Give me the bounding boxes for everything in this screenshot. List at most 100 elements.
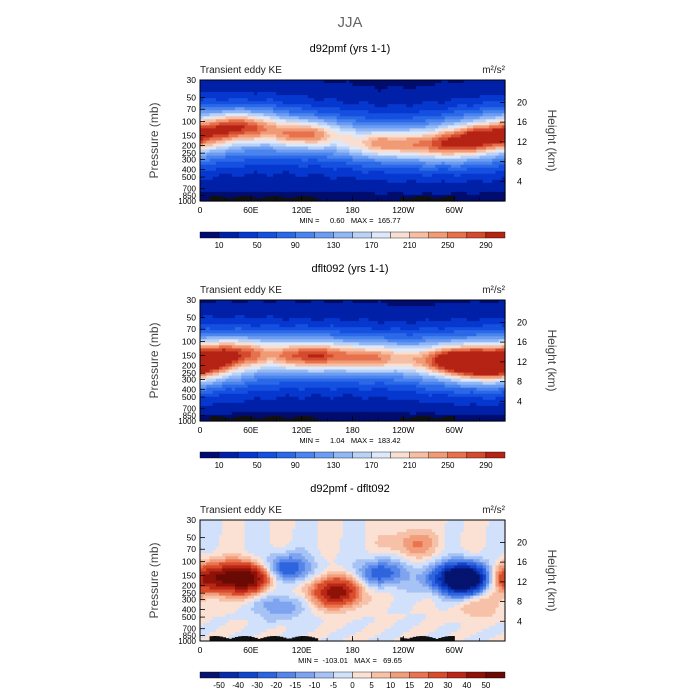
heat-cell (473, 185, 478, 190)
heat-cell (396, 315, 401, 319)
heat-cell (387, 137, 392, 142)
heat-cell (495, 137, 500, 142)
topography (412, 196, 417, 201)
heat-cell (501, 158, 506, 163)
heat-cell (323, 80, 328, 84)
heat-cell (203, 197, 207, 202)
heat-cell (250, 83, 255, 87)
heat-cell (333, 321, 338, 325)
heat-cell (371, 134, 376, 139)
heat-cell (327, 155, 331, 160)
heat-cell (273, 134, 277, 139)
heat-cell (333, 137, 338, 142)
heat-cell (355, 122, 360, 126)
heat-cell (428, 116, 433, 120)
heat-cell (292, 116, 296, 120)
heat-cell (250, 134, 255, 139)
heat-cell (346, 188, 350, 193)
heat-cell (257, 306, 261, 310)
heat-cell (288, 137, 293, 142)
heat-cell (234, 173, 239, 178)
heat-cell (279, 158, 284, 163)
heat-cell (342, 128, 347, 133)
heat-cell (438, 131, 443, 136)
heat-cell (495, 164, 500, 169)
heat-cell (355, 119, 360, 123)
heat-cell (482, 80, 487, 84)
heat-cell (295, 191, 300, 196)
heat-cell (349, 101, 354, 105)
heat-cell (428, 303, 433, 307)
heat-cell (393, 303, 398, 307)
heat-cell (498, 312, 503, 316)
heat-cell (396, 113, 401, 117)
heat-cell (260, 315, 265, 319)
heat-cell (346, 101, 350, 105)
heat-cell (285, 95, 290, 99)
heat-cell (362, 179, 366, 184)
heat-cell (409, 131, 414, 136)
heat-cell (320, 321, 325, 325)
heat-cell (412, 104, 417, 108)
heat-cell (485, 164, 490, 169)
heat-cell (273, 98, 277, 102)
heat-cell (222, 86, 227, 90)
heat-cell (390, 176, 395, 181)
heat-cell (339, 300, 344, 304)
height-tick-label: 20 (517, 97, 527, 107)
heat-cell (346, 143, 350, 148)
heat-cell (231, 98, 236, 102)
heat-cell (250, 137, 255, 142)
heat-cell (244, 143, 249, 148)
heat-cell (447, 306, 452, 310)
heat-cell (412, 170, 417, 175)
heat-cell (257, 128, 261, 133)
heat-cell (454, 191, 458, 196)
heat-cell (200, 315, 204, 319)
heat-cell (479, 101, 484, 105)
heat-cell (390, 318, 395, 322)
heat-cell (473, 306, 478, 310)
heat-cell (444, 167, 449, 172)
heat-cell (206, 134, 211, 139)
heat-cell (339, 155, 344, 160)
heat-cell (441, 315, 446, 319)
heat-cell (416, 110, 420, 114)
heat-cell (336, 143, 341, 148)
heat-cell (377, 89, 382, 93)
heat-cell (419, 185, 423, 190)
heat-cell (362, 173, 366, 178)
heat-cell (327, 107, 331, 111)
heat-cell (365, 170, 369, 175)
heat-cell (349, 116, 354, 120)
heat-cell (260, 158, 265, 163)
heat-cell (320, 330, 325, 334)
heat-cell (234, 122, 239, 126)
heat-cell (263, 107, 268, 111)
heat-cell (416, 80, 420, 84)
heat-cell (368, 113, 373, 117)
heat-cell (479, 122, 484, 126)
heat-cell (492, 128, 497, 133)
heat-cell (352, 143, 357, 148)
heat-cell (241, 152, 246, 157)
heat-cell (311, 330, 315, 334)
heat-cell (298, 164, 303, 169)
heat-cell (276, 149, 281, 154)
heat-cell (273, 185, 277, 190)
heat-cell (301, 80, 306, 84)
heat-cell (349, 312, 354, 316)
heat-cell (409, 309, 414, 313)
heat-cell (482, 309, 487, 313)
heat-cell (273, 318, 277, 322)
heat-cell (400, 300, 404, 304)
heat-cell (349, 182, 354, 187)
heat-cell (330, 170, 335, 175)
heat-cell (269, 98, 274, 102)
heat-cell (228, 110, 233, 114)
heat-cell (422, 191, 427, 196)
heat-cell (435, 143, 439, 148)
heat-cell (403, 116, 408, 120)
heat-cell (336, 164, 341, 169)
heat-cell (498, 173, 503, 178)
